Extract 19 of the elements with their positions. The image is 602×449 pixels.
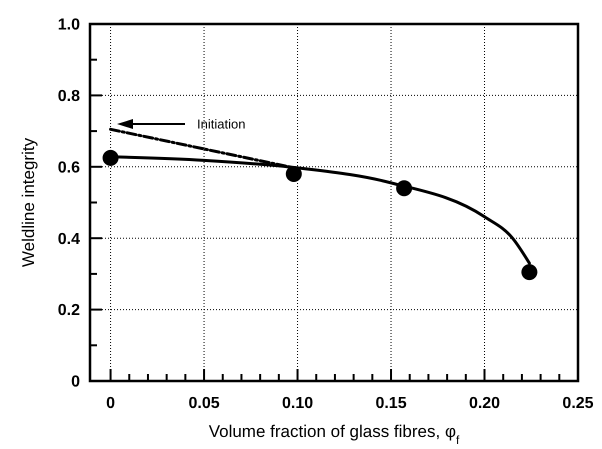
- x-tick-label: 0.05: [188, 395, 220, 412]
- x-tick-label: 0.10: [282, 395, 314, 412]
- y-tick-label: 0.4: [58, 230, 80, 248]
- x-tick-label: 0.20: [468, 395, 500, 412]
- point: [286, 166, 302, 182]
- x-axis-title: Volume fraction of glass fibres, φ$_{f}$: [208, 422, 460, 447]
- y-tick-label: 0.2: [58, 302, 80, 320]
- y-tick-label: 0.8: [58, 88, 80, 105]
- y-tick-label: 0.6: [58, 159, 80, 176]
- annotation: Initiation: [197, 116, 246, 132]
- y-axis-title: Weldline integrity: [19, 137, 38, 268]
- y-tick-label: 0: [71, 374, 80, 391]
- y-tick-label: 1.0: [58, 16, 80, 34]
- x-tick-label: 0: [106, 395, 116, 412]
- point: [521, 264, 538, 280]
- x-tick-label: 0.25: [562, 395, 594, 412]
- point: [102, 150, 119, 166]
- point: [396, 180, 412, 196]
- x-tick-label: 0.15: [375, 395, 407, 412]
